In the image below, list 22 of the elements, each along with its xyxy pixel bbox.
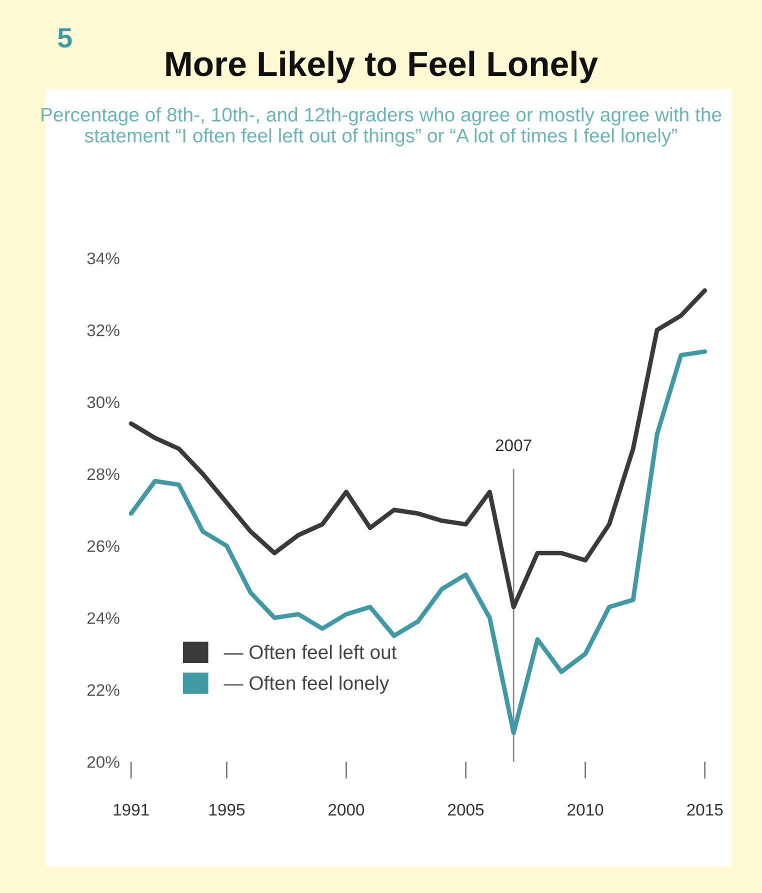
line-series — [128, 349, 708, 736]
text: 5 — [58, 28, 72, 48]
y-tick-label: 32% — [87, 324, 120, 336]
line-series — [128, 288, 708, 610]
y-tick-label: 34% — [87, 252, 120, 264]
legend-label: — Often feel lonely — [224, 676, 390, 694]
x-tick-label: 1995 — [209, 804, 245, 816]
chart-title: More Likely to Feel Lonely — [166, 50, 598, 84]
x-tick-label: 1991 — [114, 804, 149, 816]
y-tick-label: 26% — [87, 540, 120, 552]
y-tick-label: 24% — [87, 612, 120, 624]
x-tick-label: 2005 — [448, 804, 484, 816]
ref-line-label: 2007 — [496, 439, 532, 452]
y-tick-label: 30% — [87, 396, 120, 408]
x-tick-label: 2000 — [328, 804, 364, 816]
y-tick-label: 20% — [87, 756, 120, 768]
chart-subtitle: Percentage of 8th-, 10th-, and 12th-graders who agree or mostly agree with the statement “I often feel left out of things” or “A lot of times I feel lonely” — [42, 107, 722, 146]
legend-label: — Often feel left out — [224, 644, 397, 660]
y-tick-label: 28% — [87, 468, 120, 480]
x-tick-label: 2015 — [687, 804, 723, 816]
x-tick-label: 2010 — [568, 804, 604, 816]
y-tick-label: 22% — [87, 684, 120, 696]
